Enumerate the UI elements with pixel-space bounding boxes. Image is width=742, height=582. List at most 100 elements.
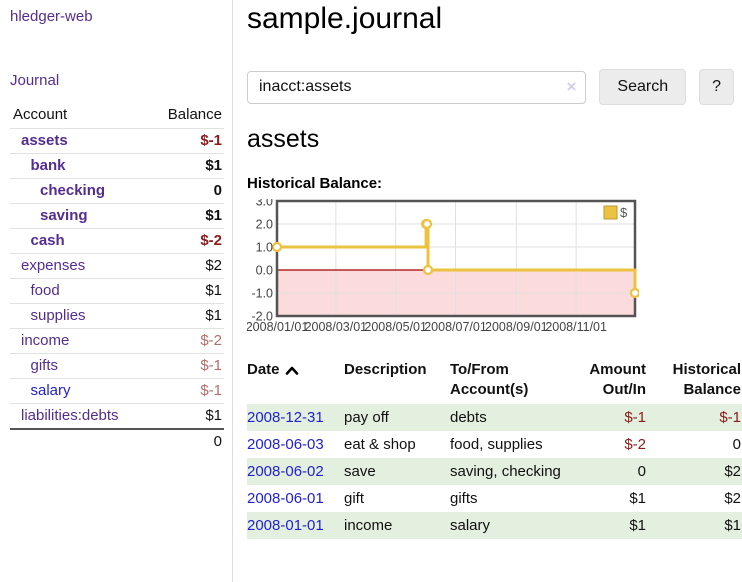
clear-search-icon[interactable]: × — [566, 76, 577, 96]
transaction-description: gift — [344, 490, 365, 507]
transactions-table: Date Description To/From Account(s) Amou… — [247, 358, 742, 539]
page-title: sample.journal — [247, 2, 443, 35]
transaction-description: income — [344, 517, 393, 534]
transaction-date-link[interactable]: 2008-01-01 — [247, 517, 324, 534]
sidebar-account-link[interactable]: saving — [40, 207, 88, 224]
accounts-total-row: 0 — [10, 428, 224, 454]
svg-text:2008/09/01: 2008/09/01 — [485, 320, 548, 334]
txn-header-date-label: Date — [247, 361, 280, 378]
account-balance: $1 — [149, 278, 224, 304]
transaction-date-link[interactable]: 2008-06-02 — [247, 463, 324, 480]
transaction-amount: $-2 — [624, 436, 646, 453]
sidebar-account-link[interactable]: bank — [30, 157, 66, 174]
account-balance: $-1 — [149, 128, 224, 154]
svg-text:-1.0: -1.0 — [251, 287, 273, 301]
account-balance: 0 — [149, 178, 224, 204]
transaction-row[interactable]: 2008-01-01 income salary $1 $1 — [247, 512, 742, 539]
transaction-amount: $1 — [629, 490, 646, 507]
txn-header-amount: Amount Out/In — [589, 361, 646, 398]
account-balance: $-2 — [149, 228, 224, 254]
sidebar-account-link[interactable]: food — [30, 282, 60, 299]
transaction-row[interactable]: 2008-06-03 eat & shop food, supplies $-2 0 — [247, 431, 742, 458]
accounts-header-account: Account — [13, 106, 68, 123]
account-balance: $-2 — [149, 328, 224, 354]
account-row: liabilities:debts $1 — [10, 403, 224, 429]
sidebar-item-journal[interactable]: Journal — [10, 72, 60, 89]
sidebar-account-link[interactable]: liabilities:debts — [21, 407, 119, 424]
sidebar-account-link[interactable]: gifts — [30, 357, 59, 374]
historical-balance-chart: $3.0 2.0 1.0 0.0 -1.0 -2.0 2008/01/01 2008/03/0… — [247, 199, 639, 337]
accounts-table: Account Balance assets $-1 bank $1 checking 0… — [10, 102, 224, 454]
account-balance: $1 — [149, 153, 224, 179]
transaction-description: pay off — [344, 409, 389, 426]
transaction-balance: $2 — [724, 463, 741, 480]
transaction-balance: $2 — [724, 490, 741, 507]
transaction-balance: 0 — [732, 436, 741, 453]
sidebar-account-link[interactable]: expenses — [21, 257, 86, 274]
account-balance: $1 — [149, 403, 224, 429]
svg-text:2008/11/01: 2008/11/01 — [545, 320, 607, 334]
account-row: gifts $-1 — [10, 353, 224, 379]
transaction-accounts: food, supplies — [450, 436, 543, 453]
help-button[interactable]: ? — [699, 69, 734, 105]
transaction-amount: 0 — [637, 463, 646, 480]
chart-canvas: $3.0 2.0 1.0 0.0 -1.0 -2.02008/01/012008/03/0… — [247, 199, 639, 334]
sidebar-account-link[interactable]: supplies — [30, 307, 86, 324]
svg-text:$: $ — [620, 205, 628, 220]
account-balance: $-1 — [149, 378, 224, 404]
transaction-date-link[interactable]: 2008-12-31 — [247, 409, 324, 426]
svg-text:0.0: 0.0 — [256, 264, 273, 278]
account-row: assets $-1 — [10, 128, 224, 154]
transaction-description: eat & shop — [344, 436, 416, 453]
transaction-amount: $1 — [629, 517, 646, 534]
transaction-date-link[interactable]: 2008-06-01 — [247, 490, 324, 507]
account-balance: $1 — [149, 203, 224, 229]
transaction-date-link[interactable]: 2008-06-03 — [247, 436, 324, 453]
accounts-total-value: 0 — [149, 428, 224, 454]
search-form: × Search ? — [247, 69, 734, 105]
account-row: saving $1 — [10, 203, 224, 229]
transaction-row[interactable]: 2008-06-01 gift gifts $1 $2 — [247, 485, 742, 512]
chart-title: Historical Balance: — [247, 175, 383, 192]
sidebar-account-link[interactable]: cash — [30, 232, 65, 249]
transaction-accounts: salary — [450, 517, 491, 534]
svg-text:1.0: 1.0 — [256, 241, 273, 255]
transaction-accounts: saving, checking — [450, 463, 561, 480]
svg-text:-2.0: -2.0 — [251, 310, 273, 324]
svg-text:2.0: 2.0 — [256, 218, 273, 232]
transaction-balance: $-1 — [719, 409, 741, 426]
search-input[interactable] — [247, 70, 587, 104]
account-row: cash $-2 — [10, 228, 224, 254]
transaction-balance: $1 — [724, 517, 741, 534]
transaction-accounts: debts — [450, 409, 487, 426]
sidebar-account-link[interactable]: income — [21, 332, 70, 349]
account-row: checking 0 — [10, 178, 224, 204]
sort-ascending-icon — [285, 366, 298, 375]
txn-header-balance: Historical Balance — [672, 361, 741, 398]
transaction-accounts: gifts — [450, 490, 478, 507]
search-button[interactable]: Search — [599, 69, 687, 105]
account-balance: $2 — [149, 253, 224, 279]
transaction-row[interactable]: 2008-06-02 save saving, checking 0 $2 — [247, 458, 742, 485]
sidebar-account-link[interactable]: assets — [21, 132, 68, 149]
transaction-description: save — [344, 463, 376, 480]
account-row: food $1 — [10, 278, 224, 304]
account-balance: $-1 — [149, 353, 224, 379]
svg-text:2008/01/01: 2008/01/01 — [247, 320, 308, 334]
transaction-row[interactable]: 2008-12-31 pay off debts $-1 $-1 — [247, 404, 742, 431]
svg-text:3.0: 3.0 — [256, 199, 273, 209]
transaction-amount: $-1 — [624, 409, 646, 426]
sidebar-account-link[interactable]: salary — [30, 382, 71, 399]
account-row: supplies $1 — [10, 303, 224, 329]
main-content: sample.journal × Search ? assets Histori… — [233, 0, 742, 539]
sidebar: hledger-web Journal Account Balance asse… — [0, 0, 233, 582]
svg-text:2008/03/01: 2008/03/01 — [305, 320, 368, 334]
svg-text:2008/05/01: 2008/05/01 — [364, 320, 427, 334]
account-row: salary $-1 — [10, 378, 224, 404]
search-box: × — [247, 70, 587, 104]
account-balance: $1 — [149, 303, 224, 329]
app-brand-link[interactable]: hledger-web — [10, 8, 93, 25]
txn-header-date[interactable]: Date — [247, 358, 344, 404]
sidebar-account-link[interactable]: checking — [40, 182, 106, 199]
txn-header-account: To/From Account(s) — [450, 361, 529, 398]
